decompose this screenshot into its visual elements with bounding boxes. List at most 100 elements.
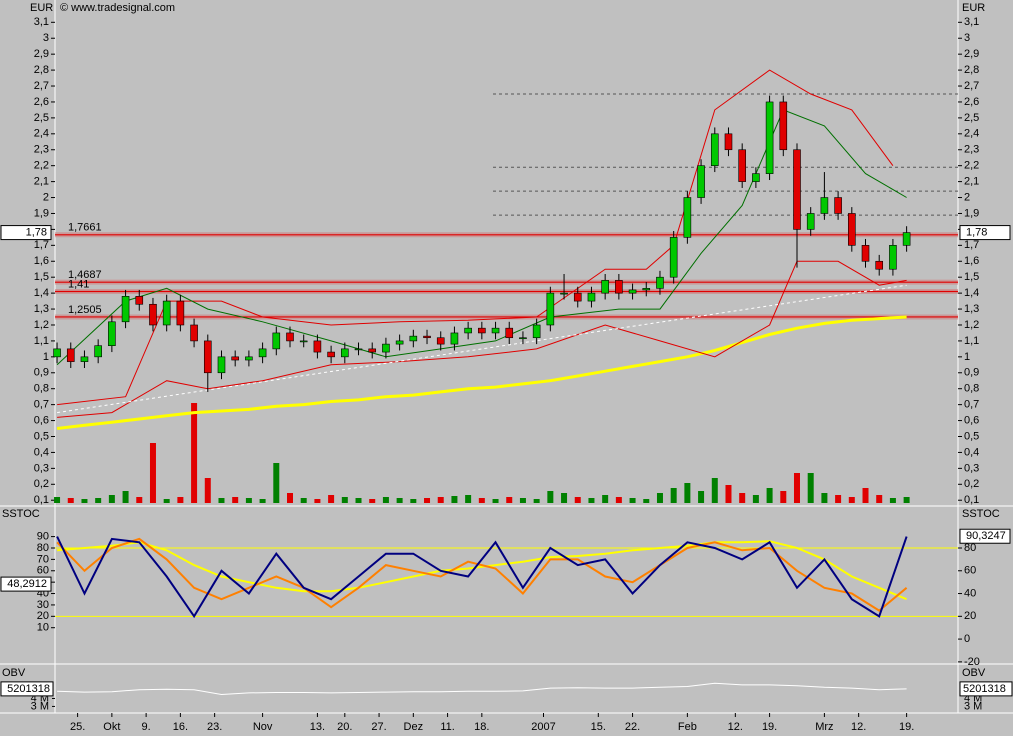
y2-tick-label: 80	[964, 542, 976, 554]
y-tick-label: 0,4	[964, 446, 979, 458]
y-tick-label: 2,7	[34, 80, 49, 92]
volume-bar	[273, 463, 280, 503]
value-tag-label: 5201318	[7, 683, 50, 695]
y-tick-label: 0,2	[964, 478, 979, 490]
candle-body	[793, 149, 801, 230]
y-tick-label: 1,3	[34, 303, 49, 315]
y-tick-label: 1,5	[964, 271, 979, 283]
y-tick-label: 0,7	[34, 399, 49, 411]
y-tick-label: 2	[43, 191, 49, 203]
candle-body	[135, 296, 144, 305]
y-tick-label: 3	[964, 32, 970, 44]
candle-body	[615, 280, 623, 294]
candle-body	[149, 303, 157, 326]
candle-body	[354, 348, 363, 351]
candle-body	[738, 149, 746, 182]
candle-body	[272, 332, 281, 350]
y-tick-label: 1,9	[34, 207, 49, 219]
y-tick-label: 2,1	[964, 176, 979, 188]
y-tick-label: 1,7	[34, 239, 49, 251]
level-label: 1,4687	[68, 269, 102, 281]
y2-tick-label: -20	[964, 656, 980, 668]
candle-body	[519, 337, 527, 340]
value-tag	[0, 225, 52, 241]
candle-body	[560, 292, 568, 295]
volume-bar	[903, 497, 910, 503]
candle-body	[573, 292, 582, 302]
y-tick-label: 1,2	[964, 319, 979, 331]
candle-body	[286, 332, 294, 342]
y-tick-label: 10	[37, 622, 49, 634]
value-tag	[959, 681, 1013, 697]
y-tick-label: 2,1	[34, 176, 49, 188]
candle-body	[341, 348, 349, 358]
y-tick-label: 0,9	[34, 367, 49, 379]
x-tick-label: 27.	[371, 721, 386, 733]
volume-bar	[424, 498, 431, 503]
axis-label: SSTOC	[962, 508, 1000, 520]
y2-tick-label: 0	[964, 633, 970, 645]
volume-bar	[698, 491, 705, 503]
candle-body	[491, 327, 500, 334]
value-tag-label: 48,2912	[7, 578, 47, 590]
y-tick-label: 1,6	[964, 255, 979, 267]
y-tick-label: 3,1	[964, 16, 979, 28]
y-tick-label: 1,7	[964, 239, 979, 251]
y-tick-label: 3 M	[31, 700, 49, 712]
candle-body	[875, 260, 884, 270]
candle-body	[505, 327, 514, 339]
volume-bar	[533, 499, 540, 503]
y2-tick-label: 60	[964, 565, 976, 577]
x-tick-label: 25.	[70, 721, 85, 733]
volume-bar	[108, 495, 115, 503]
volume-bar	[506, 497, 513, 503]
candle-body	[395, 340, 404, 345]
y-tick-label: 3	[43, 32, 49, 44]
volume-bar	[382, 497, 389, 503]
volume-bar	[328, 495, 335, 503]
candle-body	[258, 348, 267, 358]
volume-bar	[191, 403, 198, 503]
y2-tick-label: 20	[964, 610, 976, 622]
x-tick-label: 15.	[591, 721, 606, 733]
y-tick-label: 0,1	[34, 494, 49, 506]
volume-bar	[615, 497, 622, 503]
value-tag	[959, 225, 1011, 241]
volume-bar	[588, 498, 595, 503]
obv-line	[57, 682, 907, 696]
y-tick-label: 0,5	[34, 430, 49, 442]
volume-bar	[259, 499, 266, 503]
volume-bar	[95, 498, 102, 503]
volume-bar	[300, 498, 307, 503]
y-tick-label: 60	[37, 565, 49, 577]
volume-bar	[369, 499, 376, 503]
axis-label: EUR	[30, 2, 53, 14]
candle-body	[546, 292, 555, 326]
y-tick-label: 0,9	[964, 367, 979, 379]
volume-bar	[643, 499, 650, 503]
volume-bar	[232, 497, 239, 503]
volume-bar	[245, 498, 252, 503]
volume-bar	[547, 491, 554, 503]
x-tick-label: 18.	[474, 721, 489, 733]
indicator-line	[56, 315, 907, 430]
volume-bar	[136, 497, 143, 503]
candle-body	[231, 356, 239, 361]
candle-body	[683, 197, 692, 238]
x-tick-label: 23.	[207, 721, 222, 733]
y-tick-label: 0,6	[964, 414, 979, 426]
value-tag-label: 90,3247	[966, 530, 1006, 542]
value-tag	[0, 681, 54, 697]
volume-bar	[793, 473, 800, 503]
axis-label: EUR	[962, 2, 985, 14]
x-tick-label: 16.	[173, 721, 188, 733]
candle-body	[752, 173, 760, 182]
candle-body	[765, 101, 774, 174]
x-tick-label: Feb	[678, 721, 697, 733]
y-tick-label: 2,3	[34, 144, 49, 156]
y-tick-label: 30	[37, 599, 49, 611]
volume-bar	[286, 493, 293, 503]
axis-label: SSTOC	[2, 508, 40, 520]
x-tick-label: 2007	[531, 721, 555, 733]
